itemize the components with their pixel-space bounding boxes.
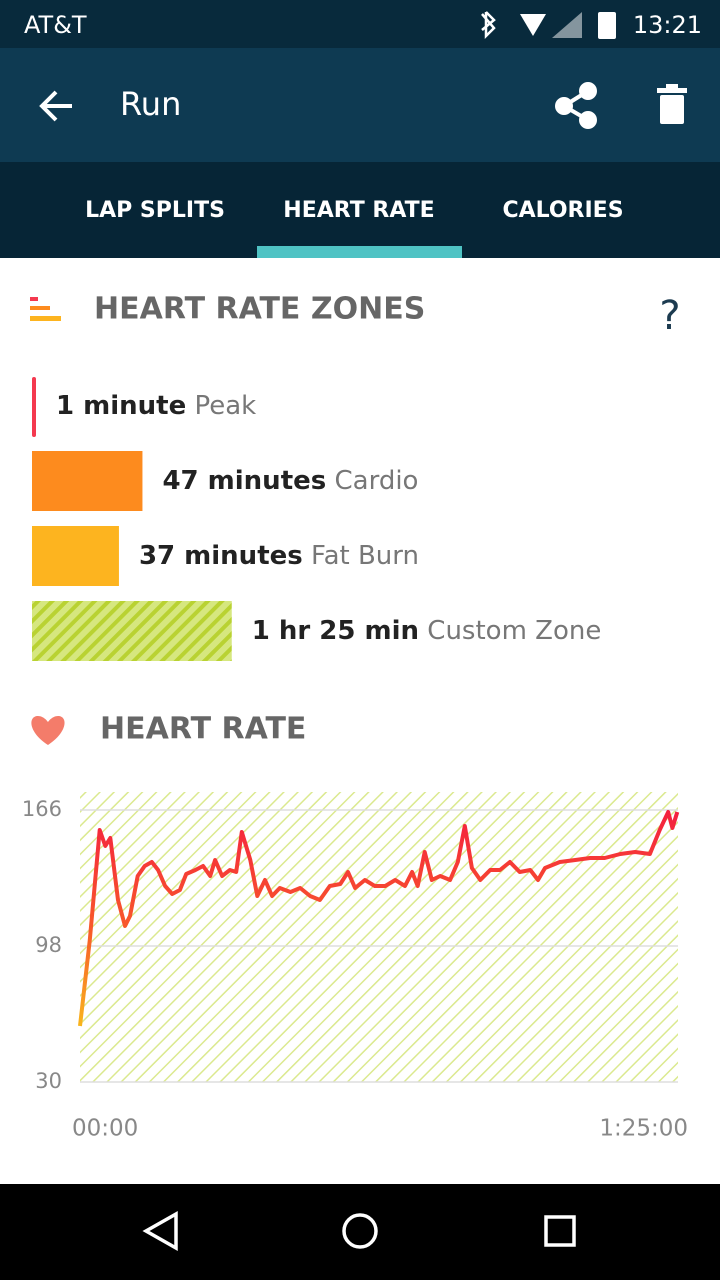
zone-label: 1 hr 25 min Custom Zone [252,616,602,646]
tab-indicator [257,246,462,258]
tab-bar [0,162,720,258]
tab[interactable]: LAP SPLITS [85,198,225,223]
heart-icon [31,716,65,745]
zone-bar [32,377,36,437]
zone-amount: 1 hr 25 min [252,616,419,646]
zone-label: 37 minutes Fat Burn [139,541,419,571]
tab[interactable]: CALORIES [502,198,623,223]
y-tick-label: 166 [22,797,62,821]
tab[interactable]: HEART RATE [283,198,434,223]
help-button[interactable]: ? [659,293,680,339]
y-tick-label: 98 [35,933,62,957]
zone-bar [32,526,119,586]
zone-name: Custom Zone [427,616,601,646]
delete-button[interactable] [657,84,687,124]
clock: 13:21 [633,11,702,39]
section-title: HEART RATE [100,712,306,747]
zone-area [80,792,678,1082]
zone-name: Peak [195,391,257,421]
zones-icon [30,297,61,321]
zone-name: Fat Burn [311,541,419,571]
zone-amount: 37 minutes [139,541,303,571]
heart-rate-line [78,810,680,1027]
nav-back[interactable] [142,1210,178,1252]
nav-bar [0,1184,720,1280]
zone-bar [32,601,232,661]
zone-amount: 1 minute [56,391,186,421]
share-button[interactable] [555,82,597,129]
toolbar-title: Run [120,85,181,123]
zone-amount: 47 minutes [162,466,326,496]
nav-home[interactable] [342,1213,378,1249]
section-title: HEART RATE ZONES [94,292,425,327]
status-icons [481,11,616,40]
toolbar [0,48,720,162]
zone-bar [32,451,143,511]
y-tick-label: 30 [35,1069,62,1093]
nav-recent[interactable] [544,1215,576,1247]
carrier: AT&T [24,11,87,39]
zone-label: 1 minute Peak [56,391,256,421]
x-tick-label: 1:25:00 [599,1116,688,1142]
x-tick-label: 00:00 [72,1116,138,1142]
back-button[interactable] [39,90,72,122]
zone-name: Cardio [335,466,419,496]
zone-label: 47 minutes Cardio [162,466,418,496]
